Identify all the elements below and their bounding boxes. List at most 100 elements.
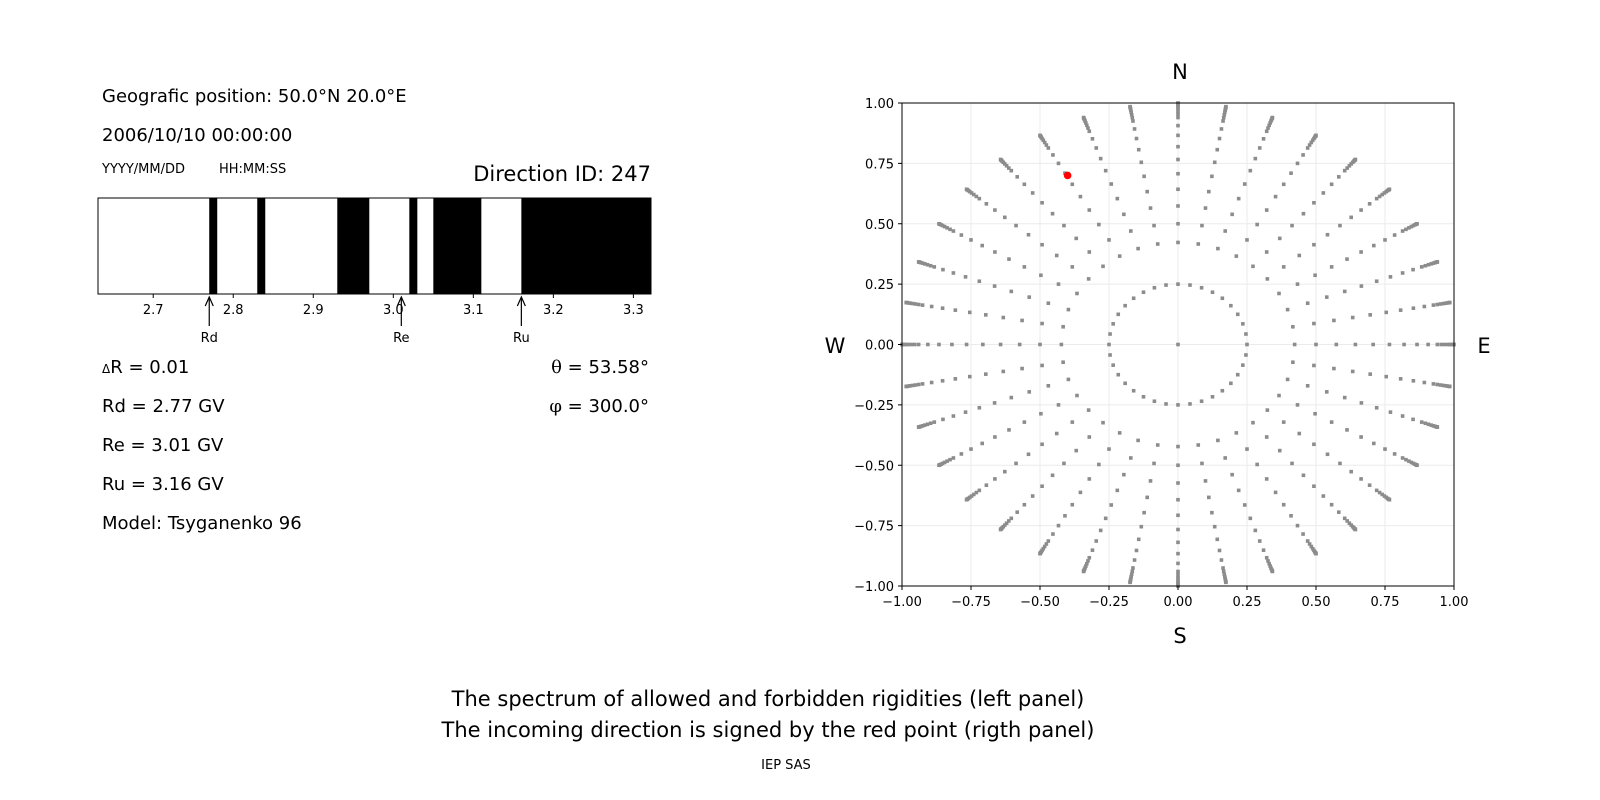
direction-point: [1026, 232, 1031, 237]
direction-point: [1050, 211, 1055, 216]
direction-point: [951, 271, 956, 275]
direction-point: [1289, 514, 1293, 518]
direction-point: [1223, 456, 1227, 460]
direction-point: [951, 414, 956, 418]
direction-point: [916, 260, 921, 264]
direction-point: [1122, 472, 1126, 477]
direction-point: [1101, 420, 1105, 425]
direction-point: [951, 229, 956, 233]
direction-point: [1210, 174, 1214, 179]
direction-point: [1007, 166, 1011, 170]
direction-point: [1301, 473, 1306, 478]
direction-point: [1264, 208, 1269, 212]
direction-point: [1152, 399, 1157, 404]
direction-point: [1009, 168, 1014, 173]
rigidity-spectrum-panel: 2.7 2.8 2.9 3.0 3.1 3.2 3.3 Rd Re Ru: [97, 197, 652, 346]
direction-point: [1334, 342, 1339, 347]
spectrum-band: [257, 198, 266, 294]
direction-point: [1176, 403, 1180, 407]
direction-point: [1001, 369, 1006, 374]
x-tick-label: 3.3: [623, 303, 644, 318]
direction-point: [1148, 206, 1153, 210]
direction-point: [1415, 221, 1419, 226]
direction-point: [1164, 283, 1168, 287]
direction-point: [1176, 569, 1180, 574]
direction-point: [1015, 175, 1020, 179]
direction-point: [1176, 444, 1180, 449]
direction-point: [1291, 360, 1295, 365]
direction-point: [974, 490, 979, 495]
direction-point: [945, 226, 949, 230]
direction-point: [1312, 321, 1316, 326]
direction-point: [1336, 175, 1341, 179]
direction-point: [1142, 510, 1146, 515]
direction-point: [1423, 263, 1428, 268]
direction-point: [1087, 555, 1092, 560]
direction-point: [1086, 408, 1091, 412]
direction-point: [1103, 516, 1108, 521]
direction-point: [1109, 503, 1114, 507]
direction-point: [1145, 495, 1149, 500]
direction-point: [1216, 246, 1220, 251]
direction-point: [1353, 342, 1358, 347]
direction-point: [1129, 110, 1134, 115]
direction-point: [1087, 208, 1092, 212]
direction-point: [1132, 558, 1137, 562]
direction-point: [1094, 539, 1099, 543]
direction-point: [1001, 315, 1006, 320]
direction-point: [1353, 157, 1358, 162]
direction-point: [1210, 290, 1215, 295]
direction-point: [1245, 238, 1249, 242]
direction-point: [977, 488, 982, 493]
direction-point: [922, 423, 927, 427]
re-value: Re = 3.01 GV: [102, 435, 224, 456]
direction-point: [929, 380, 934, 385]
direction-point: [984, 202, 989, 206]
direction-point: [1087, 435, 1092, 439]
direction-point: [1196, 242, 1201, 246]
direction-point: [916, 342, 921, 347]
direction-point: [1221, 119, 1225, 123]
x-tick-label: 2.9: [303, 303, 324, 318]
direction-point: [1176, 112, 1180, 116]
direction-point: [1273, 490, 1278, 495]
direction-point: [1207, 495, 1211, 500]
direction-point: [1377, 194, 1382, 199]
direction-point: [1332, 318, 1336, 323]
direction-point: [1270, 569, 1275, 574]
direction-point: [1066, 377, 1071, 382]
direction-point: [1176, 551, 1180, 556]
direction-point: [1264, 435, 1269, 439]
direction-point: [1353, 527, 1358, 532]
direction-point: [951, 456, 956, 460]
direction-point: [1199, 285, 1204, 290]
direction-point: [1448, 300, 1452, 305]
spectrum-frame: [97, 197, 652, 295]
direction-point: [1350, 315, 1355, 320]
direction-point: [1223, 229, 1227, 233]
direction-point: [1117, 431, 1122, 435]
x-tick-label: 3.1: [463, 303, 484, 318]
direction-point: [1342, 516, 1347, 521]
direction-point: [1338, 223, 1342, 228]
direction-point: [925, 262, 930, 267]
direction-point: [1241, 363, 1245, 367]
direction-point: [1040, 363, 1044, 368]
direction-point: [1313, 273, 1317, 278]
direction-point: [971, 192, 976, 197]
direction-point: [1141, 290, 1146, 295]
direction-point: [1030, 494, 1035, 498]
direction-point: [1085, 561, 1089, 566]
direction-point: [913, 302, 918, 306]
direction-point: [1084, 564, 1088, 568]
spectrum-band: [433, 198, 482, 294]
direction-point: [1122, 212, 1126, 217]
direction-point: [1392, 452, 1397, 456]
direction-point: [1257, 146, 1262, 150]
direction-point: [1409, 460, 1414, 465]
model: Model: Tsyganenko 96: [102, 513, 302, 534]
direction-point: [928, 263, 933, 268]
direction-point: [1081, 115, 1086, 120]
direction-point: [1435, 260, 1440, 264]
direction-point: [1040, 321, 1044, 326]
